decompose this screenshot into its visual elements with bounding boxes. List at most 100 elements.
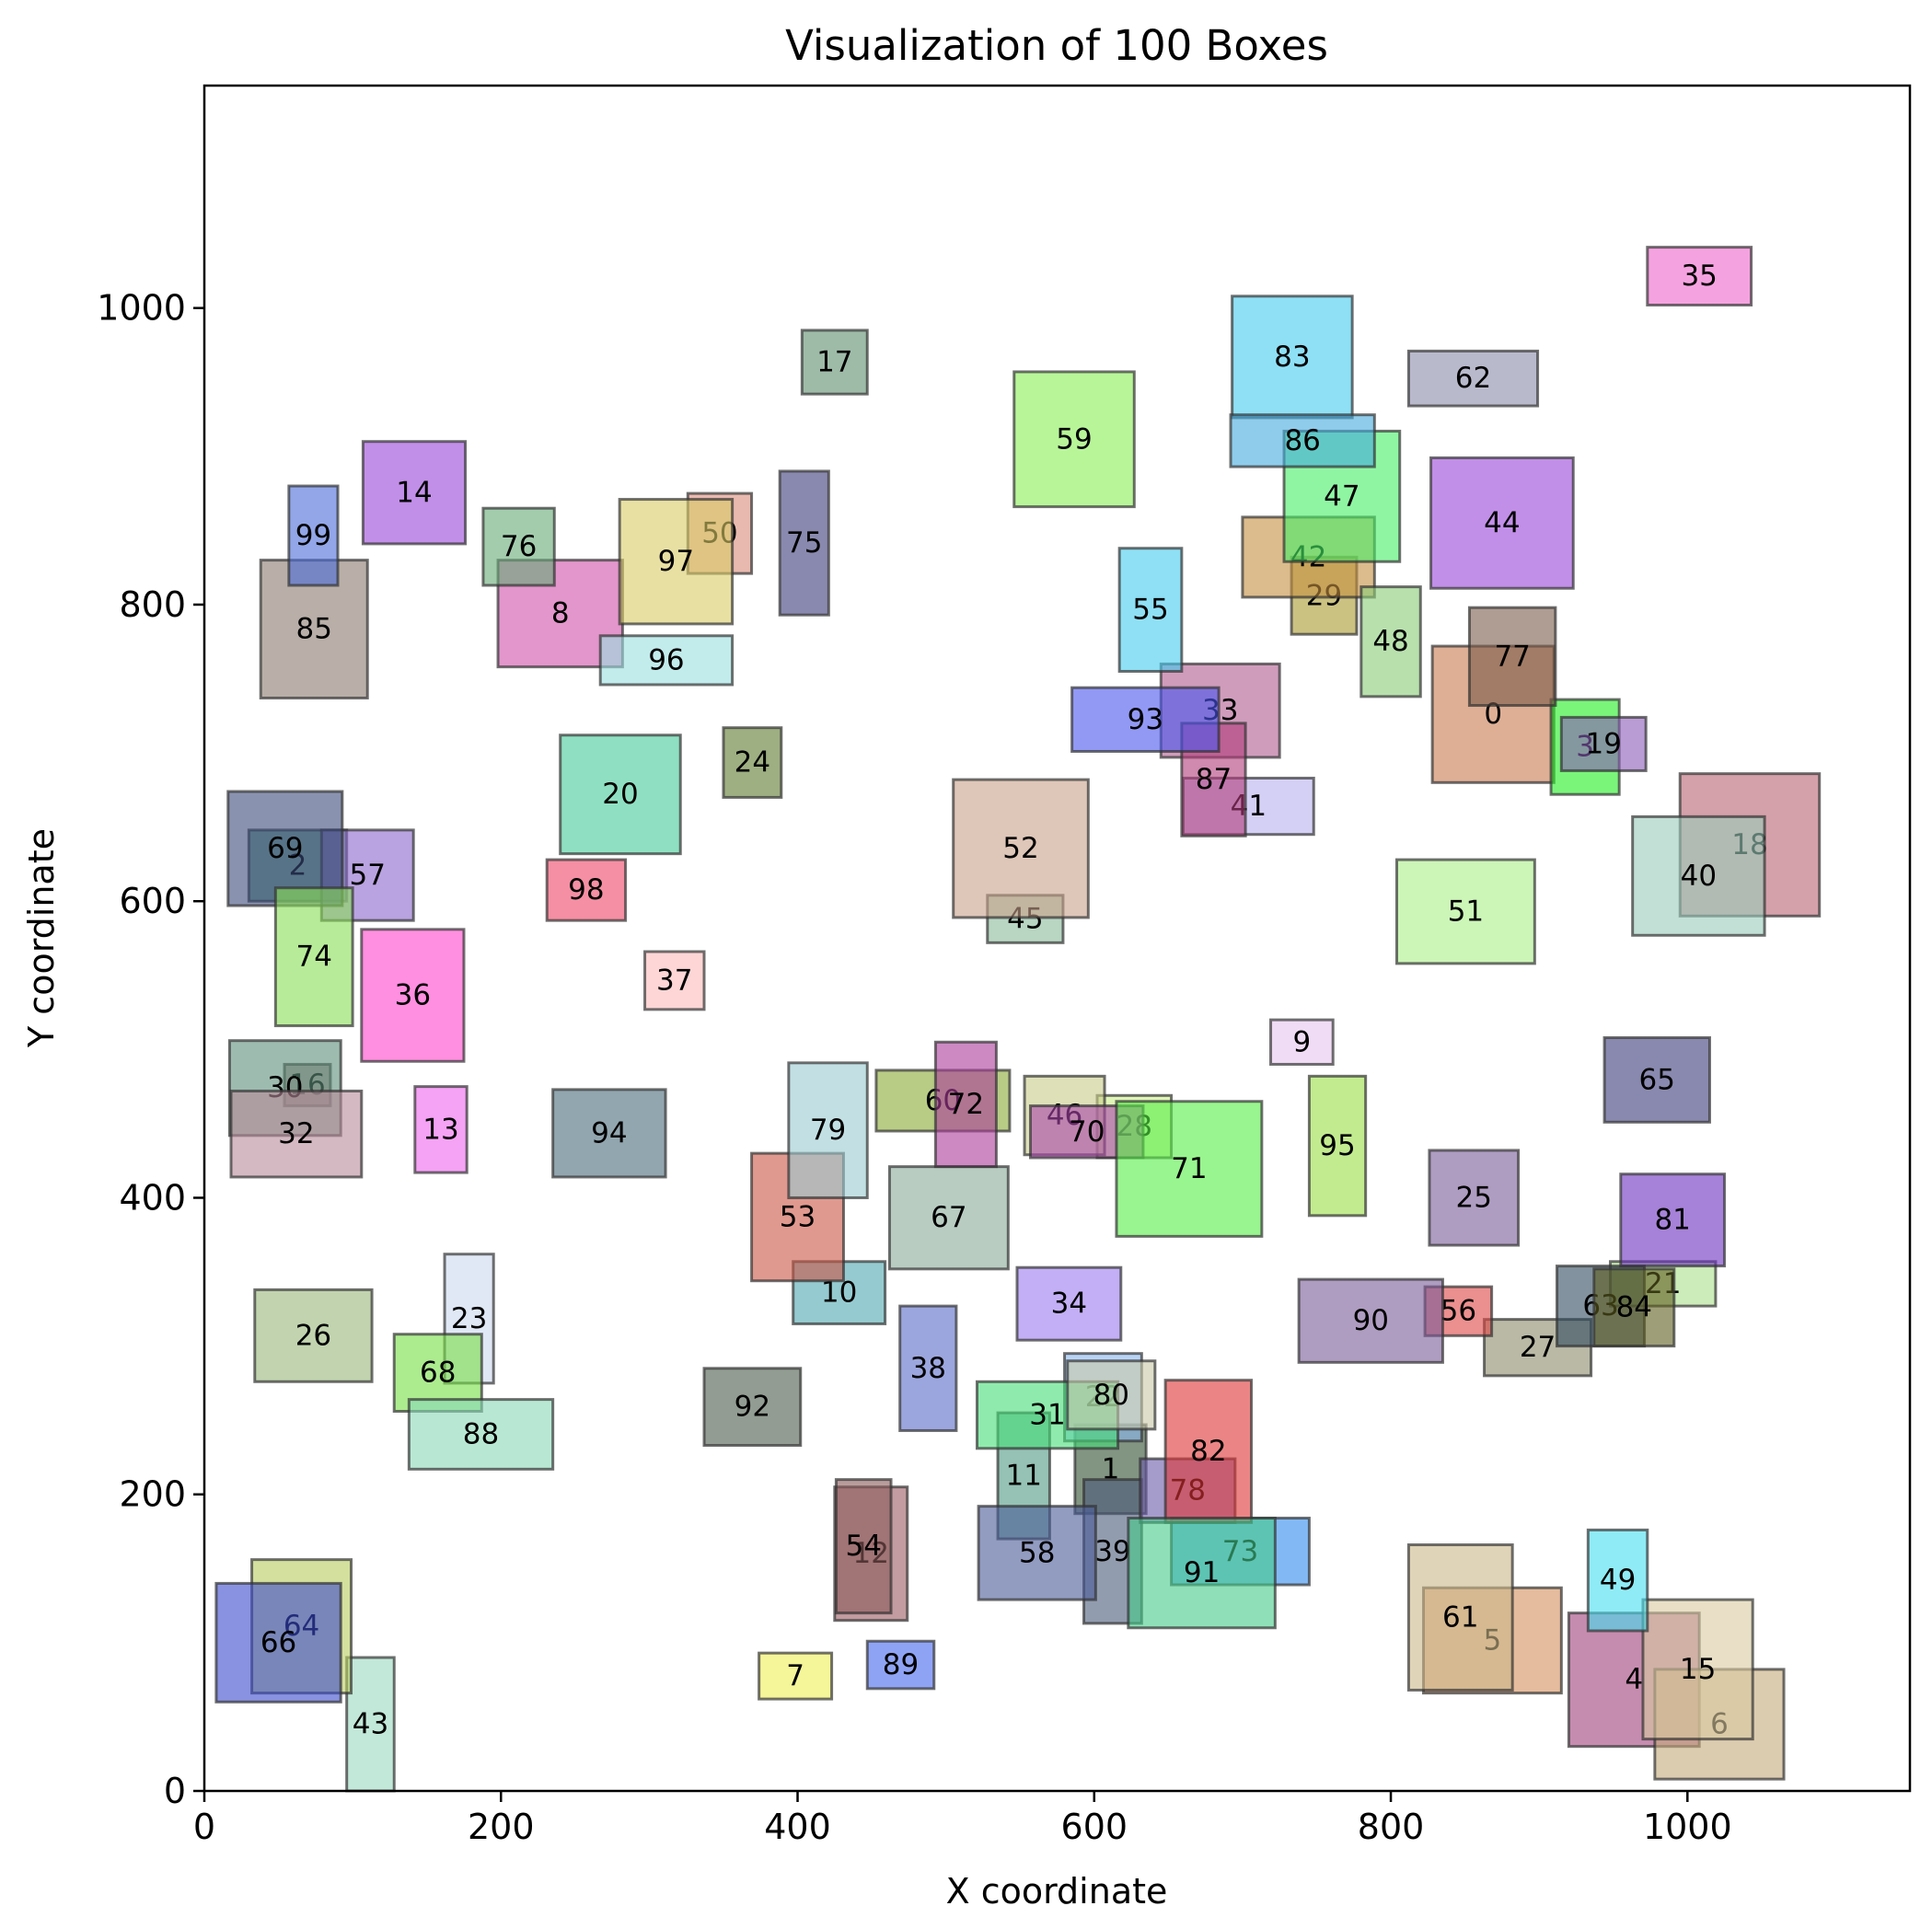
box-66: 66 [214,1581,342,1704]
y-tick-label: 400 [119,1177,186,1218]
box-77: 77 [1467,606,1557,708]
box-rect-75 [778,469,830,617]
box-92: 92 [702,1367,803,1448]
box-label-36: 36 [395,979,431,1012]
box-label-58: 58 [1019,1536,1055,1569]
box-76: 76 [481,506,556,587]
box-97: 97 [618,498,735,626]
box-rect-86 [1229,413,1376,468]
box-label-20: 20 [602,778,638,811]
box-label-67: 67 [931,1201,966,1234]
box-rect-26 [253,1288,374,1383]
box-label-53: 53 [780,1200,816,1233]
box-rect-76 [481,506,556,587]
box-rect-74 [273,886,354,1028]
box-90: 90 [1297,1277,1444,1364]
box-label-55: 55 [1132,594,1168,627]
box-label-15: 15 [1680,1653,1716,1686]
box-rect-54 [834,1478,893,1615]
box-82: 82 [1163,1379,1254,1524]
box-rect-84 [1592,1267,1676,1348]
box-rect-59 [1012,370,1136,509]
box-86: 86 [1229,413,1376,468]
box-93: 93 [1070,686,1221,753]
box-15: 15 [1641,1598,1754,1741]
box-label-13: 13 [422,1113,458,1146]
box-rect-77 [1467,606,1557,708]
box-7: 7 [758,1651,834,1701]
box-rect-19 [1559,715,1648,772]
box-79: 79 [787,1061,869,1199]
box-98: 98 [545,858,628,922]
box-label-8: 8 [551,597,570,630]
box-75: 75 [778,469,830,617]
box-rect-96 [598,634,735,687]
box-55: 55 [1117,547,1184,673]
box-96: 96 [598,634,735,687]
box-rect-17 [800,329,869,396]
box-rect-55 [1117,547,1184,673]
box-label-79: 79 [810,1114,846,1147]
box-95: 95 [1307,1074,1368,1218]
box-label-80: 80 [1093,1379,1129,1412]
x-tick-label: 800 [1358,1807,1425,1847]
box-84: 84 [1592,1267,1676,1348]
box-label-38: 38 [910,1352,946,1385]
box-37: 37 [643,950,706,1011]
box-67: 67 [887,1165,1010,1271]
box-label-40: 40 [1681,860,1717,893]
box-rect-49 [1586,1528,1649,1633]
box-label-32: 32 [278,1117,314,1150]
box-99: 99 [287,484,340,587]
box-label-54: 54 [845,1530,881,1563]
box-74: 74 [273,886,354,1028]
box-81: 81 [1619,1172,1727,1268]
box-label-11: 11 [1006,1460,1042,1493]
box-rect-80 [1066,1359,1157,1431]
box-14: 14 [361,440,468,546]
y-axis-label: Y coordinate [21,828,62,1048]
box-59: 59 [1012,370,1136,509]
box-rect-65 [1602,1035,1711,1124]
box-17: 17 [800,329,869,396]
box-label-48: 48 [1372,625,1408,658]
box-label-97: 97 [658,545,694,578]
box-rect-25 [1428,1149,1521,1247]
box-88: 88 [407,1398,555,1471]
box-label-39: 39 [1094,1535,1130,1568]
x-tick-label: 200 [468,1807,535,1847]
x-tick-label: 400 [764,1807,831,1847]
box-rect-88 [407,1398,555,1471]
box-label-77: 77 [1494,640,1530,673]
box-rect-81 [1619,1172,1727,1268]
box-label-1: 1 [1102,1452,1120,1485]
box-38: 38 [898,1304,958,1432]
box-65: 65 [1602,1035,1711,1124]
box-48: 48 [1359,585,1422,699]
box-label-99: 99 [295,519,331,552]
box-label-89: 89 [883,1648,919,1681]
box-label-87: 87 [1196,763,1232,796]
box-label-34: 34 [1051,1288,1087,1321]
box-rect-14 [361,440,468,546]
box-51: 51 [1394,858,1536,965]
y-tick-label: 1000 [97,288,186,329]
box-rect-40 [1631,814,1766,937]
box-rect-97 [618,498,735,626]
box-rect-90 [1297,1277,1444,1364]
box-label-61: 61 [1442,1600,1478,1634]
y-tick-label: 600 [119,881,186,921]
box-94: 94 [551,1088,667,1179]
box-80: 80 [1066,1359,1157,1431]
box-label-26: 26 [295,1319,331,1352]
box-61: 61 [1406,1543,1514,1692]
box-label-75: 75 [786,526,822,560]
y-tick-label: 800 [119,584,186,625]
box-rect-32 [229,1089,364,1179]
box-label-96: 96 [648,643,684,676]
box-52: 52 [952,778,1090,919]
box-label-82: 82 [1190,1435,1226,1468]
box-rect-62 [1406,349,1540,408]
box-label-52: 52 [1002,832,1038,865]
box-label-47: 47 [1324,479,1359,513]
